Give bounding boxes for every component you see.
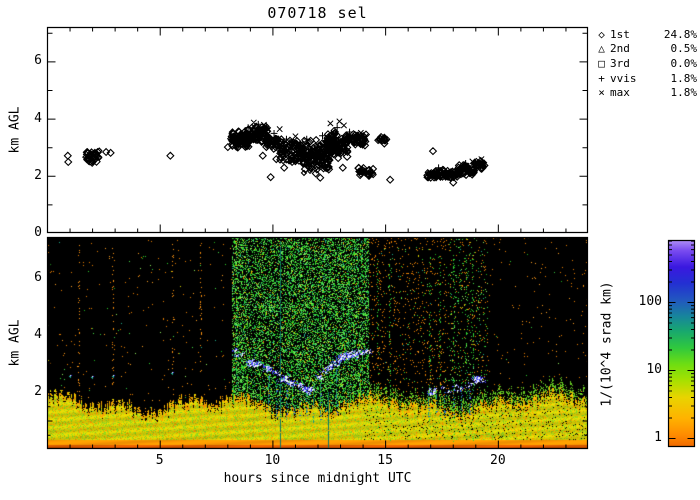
legend-percent: 24.8%	[663, 27, 697, 41]
axis-ticks	[46, 236, 589, 450]
colorbar-axis	[667, 239, 696, 448]
top-y-tick-label: 2	[34, 167, 42, 183]
legend-symbol-vvis: +	[598, 71, 605, 85]
colorbar-tick-label: 10	[646, 362, 662, 377]
page-title: 070718 sel	[267, 4, 368, 22]
x-axis-label: hours since midnight UTC	[223, 471, 412, 486]
axis-ticks	[46, 26, 589, 234]
legend-item: + vvis 1.8%	[593, 71, 697, 86]
heatmap-axes-panel	[46, 236, 589, 450]
plus-markers	[244, 120, 470, 172]
bottom-y-tick-label: 2	[34, 384, 42, 399]
legend-symbol-2nd: △	[598, 42, 605, 56]
colorbar-gradient	[668, 240, 695, 447]
colorbar-tick-label: 1	[654, 430, 662, 445]
legend-symbol-max: ×	[598, 86, 605, 100]
x-tick-label: 20	[490, 453, 506, 468]
legend-percent: 1.8%	[670, 71, 698, 85]
top-y-tick-label: 6	[34, 53, 42, 69]
legend-symbol-3rd: □	[598, 56, 605, 70]
cloud-base-scatter-panel	[46, 26, 589, 234]
axis-ticks	[668, 240, 695, 439]
x-tick-label: 5	[155, 453, 164, 468]
legend-name: 1st	[610, 27, 630, 41]
legend-item: × max 1.8%	[593, 85, 697, 100]
legend-name: max	[610, 86, 630, 100]
legend-percent: 0.0%	[670, 56, 698, 70]
x-tick-label: 10	[264, 453, 281, 468]
bottom-y-tick-label: 6	[34, 270, 42, 285]
legend-percent: 1.8%	[670, 86, 698, 100]
legend-item: ◇ 1st 24.8%	[593, 27, 697, 42]
top-y-tick-label: 4	[34, 110, 42, 126]
legend-name: 3rd	[610, 56, 630, 70]
x-tick-label: 15	[377, 453, 393, 468]
legend-symbol-1st: ◇	[598, 27, 605, 41]
axis-ticks	[47, 237, 588, 449]
colorbar-tick-label: 100	[638, 294, 662, 309]
legend-name: vvis	[610, 71, 637, 85]
backscatter-heatmap	[47, 237, 588, 449]
axis-ticks	[47, 27, 588, 233]
top-y-tick-label: 0	[34, 225, 42, 240]
legend-name: 2nd	[610, 42, 630, 56]
cross-markers	[250, 118, 485, 165]
diamond-markers	[63, 122, 489, 187]
scatter-legend: ◇ 1st 24.8% △ 2nd 0.5% □ 3rd 0.0% + vvis 1.8% × max 1.…	[593, 27, 697, 100]
legend-item: □ 3rd 0.0%	[593, 56, 697, 71]
axis-ticks	[667, 239, 696, 448]
legend-percent: 0.5%	[670, 42, 698, 56]
bottom-y-tick-label: 4	[34, 327, 42, 342]
legend-item: △ 2nd 0.5%	[593, 42, 697, 57]
colorbar-label: 1/(10^4 srad km)	[599, 281, 615, 407]
